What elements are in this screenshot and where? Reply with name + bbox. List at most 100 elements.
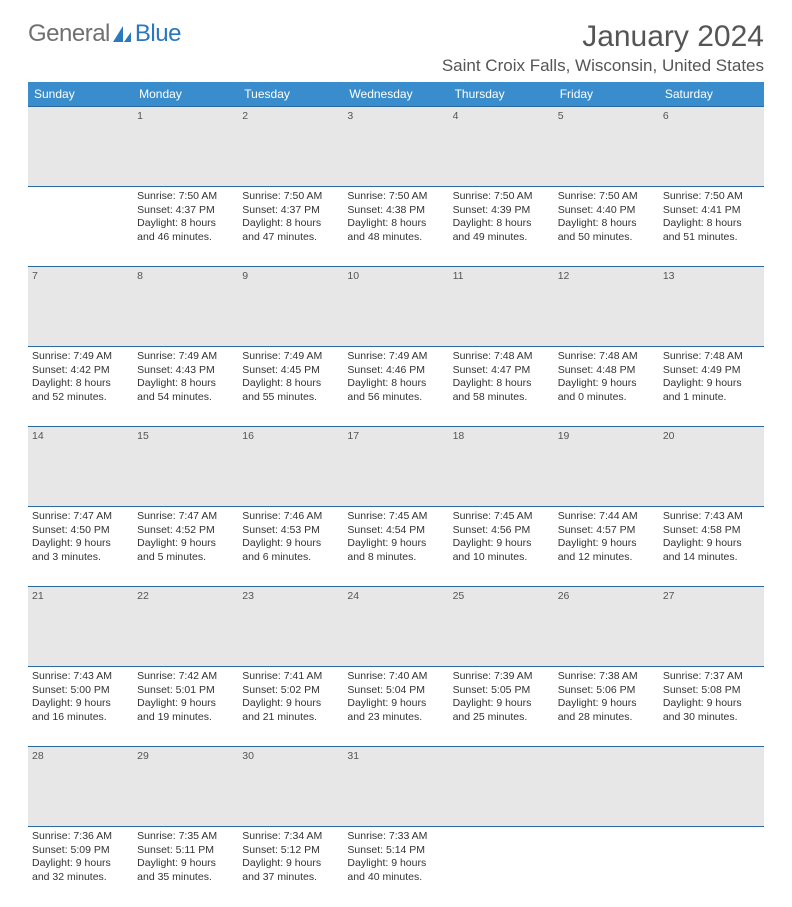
day-number-cell	[449, 747, 554, 827]
weekday-header: Saturday	[659, 82, 764, 107]
day-day2-text: and 46 minutes.	[137, 231, 234, 245]
day-day2-text: and 10 minutes.	[453, 551, 550, 565]
weekday-header: Monday	[133, 82, 238, 107]
day-day2-text: and 56 minutes.	[347, 391, 444, 405]
day-sunset-text: Sunset: 5:12 PM	[242, 844, 339, 858]
day-day1-text: Daylight: 9 hours	[32, 537, 129, 551]
day-day1-text: Daylight: 9 hours	[558, 537, 655, 551]
sail-icon	[111, 24, 133, 44]
day-cell: Sunrise: 7:43 AMSunset: 4:58 PMDaylight:…	[659, 507, 764, 587]
day-number-cell: 31	[343, 747, 448, 827]
day-day2-text: and 8 minutes.	[347, 551, 444, 565]
day-day1-text: Daylight: 8 hours	[347, 217, 444, 231]
day-cell: Sunrise: 7:39 AMSunset: 5:05 PMDaylight:…	[449, 667, 554, 747]
day-number-cell: 20	[659, 427, 764, 507]
day-day1-text: Daylight: 8 hours	[453, 217, 550, 231]
day-cell: Sunrise: 7:47 AMSunset: 4:52 PMDaylight:…	[133, 507, 238, 587]
day-cell: Sunrise: 7:34 AMSunset: 5:12 PMDaylight:…	[238, 827, 343, 907]
day-number-cell	[659, 747, 764, 827]
day-number-cell: 7	[28, 267, 133, 347]
day-day1-text: Daylight: 8 hours	[663, 217, 760, 231]
day-sunrise-text: Sunrise: 7:49 AM	[347, 350, 444, 364]
day-day1-text: Daylight: 9 hours	[558, 697, 655, 711]
day-sunrise-text: Sunrise: 7:50 AM	[453, 190, 550, 204]
day-cell: Sunrise: 7:33 AMSunset: 5:14 PMDaylight:…	[343, 827, 448, 907]
day-cell: Sunrise: 7:50 AMSunset: 4:38 PMDaylight:…	[343, 187, 448, 267]
day-cell: Sunrise: 7:36 AMSunset: 5:09 PMDaylight:…	[28, 827, 133, 907]
weekday-header: Wednesday	[343, 82, 448, 107]
day-day1-text: Daylight: 9 hours	[242, 697, 339, 711]
brand-text-general: General	[28, 20, 110, 48]
day-number-cell: 24	[343, 587, 448, 667]
day-sunrise-text: Sunrise: 7:47 AM	[32, 510, 129, 524]
day-number-cell	[554, 747, 659, 827]
day-day1-text: Daylight: 9 hours	[347, 537, 444, 551]
weekday-header: Thursday	[449, 82, 554, 107]
day-number-cell: 22	[133, 587, 238, 667]
day-content-row: Sunrise: 7:47 AMSunset: 4:50 PMDaylight:…	[28, 507, 764, 587]
day-day1-text: Daylight: 8 hours	[137, 377, 234, 391]
day-day1-text: Daylight: 8 hours	[137, 217, 234, 231]
day-cell: Sunrise: 7:48 AMSunset: 4:47 PMDaylight:…	[449, 347, 554, 427]
day-day1-text: Daylight: 9 hours	[453, 697, 550, 711]
day-sunrise-text: Sunrise: 7:44 AM	[558, 510, 655, 524]
day-sunset-text: Sunset: 4:40 PM	[558, 204, 655, 218]
day-sunrise-text: Sunrise: 7:43 AM	[663, 510, 760, 524]
day-day2-text: and 40 minutes.	[347, 871, 444, 885]
brand-logo: General Blue	[28, 20, 181, 48]
day-cell: Sunrise: 7:37 AMSunset: 5:08 PMDaylight:…	[659, 667, 764, 747]
day-sunrise-text: Sunrise: 7:38 AM	[558, 670, 655, 684]
day-cell: Sunrise: 7:41 AMSunset: 5:02 PMDaylight:…	[238, 667, 343, 747]
day-day2-text: and 21 minutes.	[242, 711, 339, 725]
day-number-cell: 10	[343, 267, 448, 347]
day-day2-text: and 30 minutes.	[663, 711, 760, 725]
day-day2-text: and 0 minutes.	[558, 391, 655, 405]
day-sunset-text: Sunset: 4:37 PM	[137, 204, 234, 218]
day-cell: Sunrise: 7:50 AMSunset: 4:37 PMDaylight:…	[238, 187, 343, 267]
day-sunrise-text: Sunrise: 7:50 AM	[242, 190, 339, 204]
day-sunset-text: Sunset: 4:57 PM	[558, 524, 655, 538]
day-cell: Sunrise: 7:46 AMSunset: 4:53 PMDaylight:…	[238, 507, 343, 587]
day-sunset-text: Sunset: 5:02 PM	[242, 684, 339, 698]
weekday-header: Tuesday	[238, 82, 343, 107]
day-day2-text: and 3 minutes.	[32, 551, 129, 565]
day-sunrise-text: Sunrise: 7:35 AM	[137, 830, 234, 844]
day-sunrise-text: Sunrise: 7:50 AM	[137, 190, 234, 204]
day-day1-text: Daylight: 9 hours	[347, 857, 444, 871]
calendar-table: SundayMondayTuesdayWednesdayThursdayFrid…	[28, 82, 764, 907]
day-day2-text: and 52 minutes.	[32, 391, 129, 405]
weekday-header: Friday	[554, 82, 659, 107]
day-number-cell: 13	[659, 267, 764, 347]
day-day2-text: and 19 minutes.	[137, 711, 234, 725]
day-number-cell: 5	[554, 107, 659, 187]
day-number-cell	[28, 107, 133, 187]
day-cell: Sunrise: 7:49 AMSunset: 4:45 PMDaylight:…	[238, 347, 343, 427]
weekday-header-row: SundayMondayTuesdayWednesdayThursdayFrid…	[28, 82, 764, 107]
day-day2-text: and 48 minutes.	[347, 231, 444, 245]
day-number-cell: 23	[238, 587, 343, 667]
day-number-row: 21222324252627	[28, 587, 764, 667]
day-cell: Sunrise: 7:44 AMSunset: 4:57 PMDaylight:…	[554, 507, 659, 587]
location-text: Saint Croix Falls, Wisconsin, United Sta…	[442, 56, 764, 76]
day-sunset-text: Sunset: 4:56 PM	[453, 524, 550, 538]
day-content-row: Sunrise: 7:49 AMSunset: 4:42 PMDaylight:…	[28, 347, 764, 427]
day-day1-text: Daylight: 8 hours	[558, 217, 655, 231]
day-day1-text: Daylight: 8 hours	[242, 217, 339, 231]
day-number-cell: 3	[343, 107, 448, 187]
day-day1-text: Daylight: 9 hours	[663, 377, 760, 391]
day-day2-text: and 1 minute.	[663, 391, 760, 405]
day-day1-text: Daylight: 9 hours	[453, 537, 550, 551]
day-sunrise-text: Sunrise: 7:49 AM	[242, 350, 339, 364]
day-number-cell: 17	[343, 427, 448, 507]
day-number-cell: 30	[238, 747, 343, 827]
day-day2-text: and 6 minutes.	[242, 551, 339, 565]
day-day1-text: Daylight: 9 hours	[137, 697, 234, 711]
brand-text-blue: Blue	[135, 20, 181, 48]
day-sunrise-text: Sunrise: 7:34 AM	[242, 830, 339, 844]
day-sunset-text: Sunset: 5:14 PM	[347, 844, 444, 858]
day-sunrise-text: Sunrise: 7:37 AM	[663, 670, 760, 684]
day-day2-text: and 35 minutes.	[137, 871, 234, 885]
day-cell: Sunrise: 7:35 AMSunset: 5:11 PMDaylight:…	[133, 827, 238, 907]
day-sunrise-text: Sunrise: 7:49 AM	[137, 350, 234, 364]
day-sunrise-text: Sunrise: 7:40 AM	[347, 670, 444, 684]
